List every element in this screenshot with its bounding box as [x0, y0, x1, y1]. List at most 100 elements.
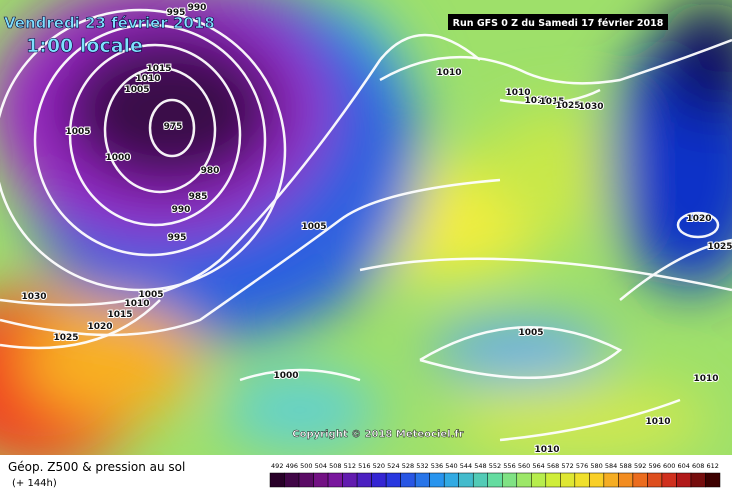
isobar-label: 980	[201, 166, 220, 176]
scale-swatch	[705, 472, 721, 488]
isobar-label: 1015	[146, 64, 171, 74]
scale-swatch	[284, 472, 300, 488]
scale-swatch	[356, 472, 372, 488]
scale-swatch	[472, 472, 488, 488]
scale-label: 584	[605, 462, 617, 470]
legend-subtitle: (+ 144h)	[12, 478, 57, 489]
scale-label: 612	[707, 462, 719, 470]
isobar-label: 1010	[135, 74, 160, 84]
scale-label: 508	[329, 462, 341, 470]
scale-swatch	[298, 472, 314, 488]
isobar-label: 1015	[107, 310, 132, 320]
scale-swatch	[603, 472, 619, 488]
scale-label: 576	[576, 462, 588, 470]
isobar-label: 1010	[645, 417, 670, 427]
isobar-label: 995	[167, 8, 186, 18]
isobar-label: 1000	[105, 153, 130, 163]
scale-swatch	[647, 472, 663, 488]
run-info: Run GFS 0 Z du Samedi 17 février 2018	[453, 18, 664, 29]
scale-label: 568	[547, 462, 559, 470]
scale-label: 520	[373, 462, 385, 470]
scale-swatch	[269, 472, 285, 488]
isobar-label: 1025	[53, 333, 78, 343]
scale-swatch	[502, 472, 518, 488]
scale-swatch	[458, 472, 474, 488]
scale-label: 600	[663, 462, 675, 470]
scale-label: 548	[474, 462, 486, 470]
scale-label: 580	[590, 462, 602, 470]
scale-swatch	[443, 472, 459, 488]
isobar-label: 1005	[518, 328, 543, 338]
scale-swatch	[414, 472, 430, 488]
scale-label: 556	[503, 462, 515, 470]
scale-label: 540	[445, 462, 457, 470]
isobar-label: 1020	[87, 322, 112, 332]
scale-swatch	[676, 472, 692, 488]
isobar-label: 1030	[578, 102, 603, 112]
isobar-label: 990	[172, 205, 191, 215]
scale-swatch	[327, 472, 343, 488]
scale-label: 504	[315, 462, 327, 470]
run-banner	[448, 14, 668, 30]
scale-label: 532	[416, 462, 428, 470]
isobar-label: 975	[164, 122, 183, 132]
copyright: Copyright © 2018 Meteociel.fr	[292, 429, 463, 440]
scale-swatch	[487, 472, 503, 488]
scale-label: 500	[300, 462, 312, 470]
isobar-label: 1005	[301, 222, 326, 232]
scale-swatch	[313, 472, 329, 488]
legend-title: Géop. Z500 & pression au sol	[8, 460, 185, 474]
scale-swatch	[516, 472, 532, 488]
isobar-label: 1005	[124, 85, 149, 95]
scale-label: 512	[344, 462, 356, 470]
scale-swatch	[371, 472, 387, 488]
scale-label: 544	[460, 462, 472, 470]
scale-label: 592	[634, 462, 646, 470]
scale-label: 496	[286, 462, 298, 470]
isobar-label: 1025	[707, 242, 732, 252]
isobar-label: 1005	[65, 127, 90, 137]
scale-label: 524	[387, 462, 399, 470]
scale-swatch	[618, 472, 634, 488]
scale-label: 492	[271, 462, 283, 470]
isobar-label: 1010	[534, 445, 559, 455]
isobar-label: 1010	[436, 68, 461, 78]
scale-swatch	[400, 472, 416, 488]
scale-swatch	[589, 472, 605, 488]
scale-swatch	[574, 472, 590, 488]
isobar-label: 1015	[539, 97, 564, 107]
scale-label: 572	[561, 462, 573, 470]
isobar-label: 985	[189, 192, 208, 202]
scale-label: 560	[518, 462, 530, 470]
scale-label: 552	[489, 462, 501, 470]
isobar-label: 1000	[273, 371, 298, 381]
forecast-time: 1:00 locale	[26, 35, 143, 57]
isobar-label: 1020	[686, 214, 711, 224]
map-field	[0, 0, 732, 455]
isobar-label: 1010	[693, 374, 718, 384]
isobar-label: 1010	[524, 96, 549, 106]
scale-swatch	[429, 472, 445, 488]
isobar-label: 1025	[555, 101, 580, 111]
forecast-date: Vendredi 23 février 2018	[4, 14, 215, 32]
scale-swatch	[661, 472, 677, 488]
scale-label: 588	[619, 462, 631, 470]
scale-label: 608	[692, 462, 704, 470]
scale-swatch	[385, 472, 401, 488]
scale-swatch	[342, 472, 358, 488]
scale-label: 536	[431, 462, 443, 470]
scale-label: 516	[358, 462, 370, 470]
scale-swatch	[545, 472, 561, 488]
scale-label: 596	[648, 462, 660, 470]
isobar-label: 1005	[138, 290, 163, 300]
scale-label: 564	[532, 462, 544, 470]
scale-swatch	[560, 472, 576, 488]
isobar-label: 995	[168, 233, 187, 243]
isobar-label: 990	[188, 3, 207, 13]
scale-swatch	[531, 472, 547, 488]
scale-label: 528	[402, 462, 414, 470]
scale-swatch	[632, 472, 648, 488]
isobar-label: 1010	[505, 88, 530, 98]
